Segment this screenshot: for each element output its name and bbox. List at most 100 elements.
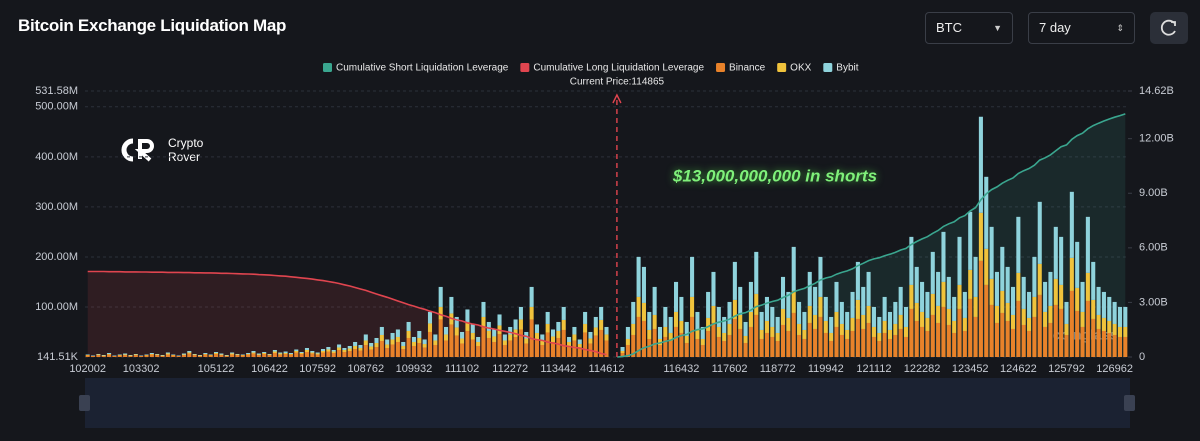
scroll-handle[interactable] (79, 395, 90, 411)
bar (952, 320, 957, 333)
y-tick-label: 500.00M (35, 101, 78, 113)
bar (128, 355, 133, 356)
bar (657, 344, 663, 357)
bar (85, 354, 90, 356)
line (617, 113, 1126, 358)
bar (165, 353, 170, 355)
bar (251, 350, 256, 353)
bar (700, 344, 705, 357)
bar (101, 354, 106, 356)
bar (288, 353, 293, 355)
bar (123, 354, 128, 357)
bar (978, 116, 983, 213)
bar (829, 316, 834, 333)
bar (534, 339, 539, 357)
bar (358, 347, 363, 351)
bar (903, 336, 909, 357)
bar (1059, 284, 1064, 309)
bar (604, 334, 609, 341)
bar (497, 314, 502, 326)
x-tick-label: 114612 (589, 363, 625, 375)
y-tick-label: 400.00M (35, 151, 78, 163)
bar (272, 349, 277, 352)
bar (727, 301, 732, 324)
bar (706, 291, 711, 318)
bar (770, 326, 775, 337)
bar (599, 306, 604, 320)
bar (112, 355, 117, 357)
bar (545, 311, 550, 324)
x-tick-label: 112272 (492, 363, 528, 375)
bar (246, 353, 251, 355)
bar (674, 311, 679, 327)
scroll-track (85, 378, 1130, 428)
bar (813, 286, 818, 315)
bar (256, 354, 261, 357)
bar (288, 354, 293, 357)
bar (855, 299, 860, 319)
bar (1080, 326, 1085, 357)
bar (1016, 216, 1021, 273)
bar (1075, 310, 1080, 357)
bar (320, 352, 326, 357)
bar (331, 349, 336, 352)
bar (690, 316, 695, 357)
bar (706, 317, 711, 331)
scroll-handle[interactable] (1124, 395, 1135, 411)
bar (754, 314, 759, 357)
bar (497, 333, 502, 357)
bar (1059, 236, 1064, 285)
bar (337, 344, 342, 348)
bar (636, 296, 641, 317)
bar (449, 296, 454, 314)
x-tick-label: 105122 (198, 363, 235, 375)
bar (1016, 272, 1021, 301)
bar (347, 345, 352, 349)
bar (866, 322, 871, 357)
bar (513, 319, 518, 330)
bar (101, 355, 106, 356)
bar (813, 328, 818, 357)
bar (524, 331, 529, 339)
bar (941, 306, 946, 357)
bar (797, 323, 802, 335)
bar (240, 354, 245, 356)
bar (957, 308, 962, 357)
select-value: BTC (936, 20, 962, 35)
bar (283, 351, 288, 353)
bar (893, 301, 898, 324)
bar (331, 351, 336, 353)
y2-tick-label: 6.00B (1139, 242, 1168, 254)
bar (144, 354, 149, 355)
bar (513, 336, 518, 357)
bar (968, 298, 973, 357)
bar (695, 311, 700, 330)
bar (326, 346, 331, 350)
bar (695, 329, 700, 339)
bar (663, 306, 668, 327)
bar (508, 326, 513, 335)
bar (957, 284, 962, 309)
bar (422, 347, 427, 357)
bar (1075, 241, 1080, 288)
bar (679, 320, 684, 333)
bar (444, 340, 449, 357)
bar (379, 340, 384, 357)
x-tick-label: 125792 (1048, 363, 1085, 375)
bar (556, 330, 561, 338)
range-select[interactable]: 7 day ⇕ (1028, 12, 1135, 44)
bar (353, 345, 358, 349)
coin-select[interactable]: BTC ▼ (925, 12, 1013, 44)
bar (315, 353, 320, 355)
bar (866, 305, 871, 323)
bar (807, 305, 812, 323)
refresh-button[interactable] (1150, 12, 1188, 44)
area-fill (87, 271, 607, 357)
bar (427, 323, 433, 332)
bar (374, 342, 379, 347)
bar (936, 271, 941, 306)
bar (1091, 318, 1096, 357)
bar (438, 286, 443, 307)
